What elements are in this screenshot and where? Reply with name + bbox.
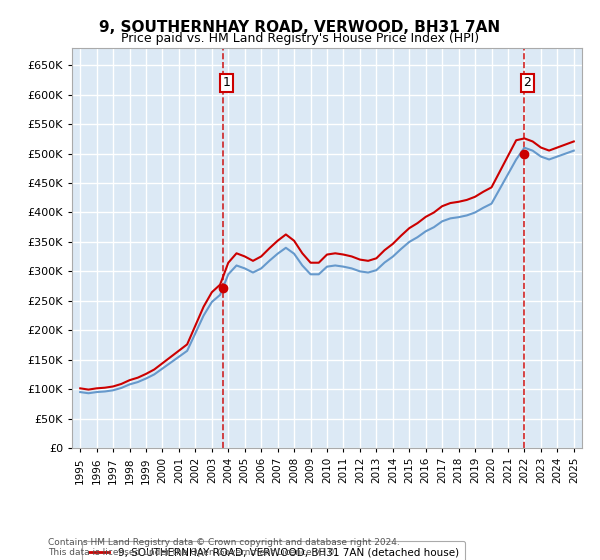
Legend: 9, SOUTHERNHAY ROAD, VERWOOD, BH31 7AN (detached house), HPI: Average price, det: 9, SOUTHERNHAY ROAD, VERWOOD, BH31 7AN (… [82, 542, 465, 560]
Text: Price paid vs. HM Land Registry's House Price Index (HPI): Price paid vs. HM Land Registry's House … [121, 32, 479, 45]
Text: 2: 2 [523, 76, 531, 90]
Text: 1: 1 [222, 76, 230, 90]
Text: 9, SOUTHERNHAY ROAD, VERWOOD, BH31 7AN: 9, SOUTHERNHAY ROAD, VERWOOD, BH31 7AN [100, 20, 500, 35]
Text: Contains HM Land Registry data © Crown copyright and database right 2024.
This d: Contains HM Land Registry data © Crown c… [48, 538, 400, 557]
